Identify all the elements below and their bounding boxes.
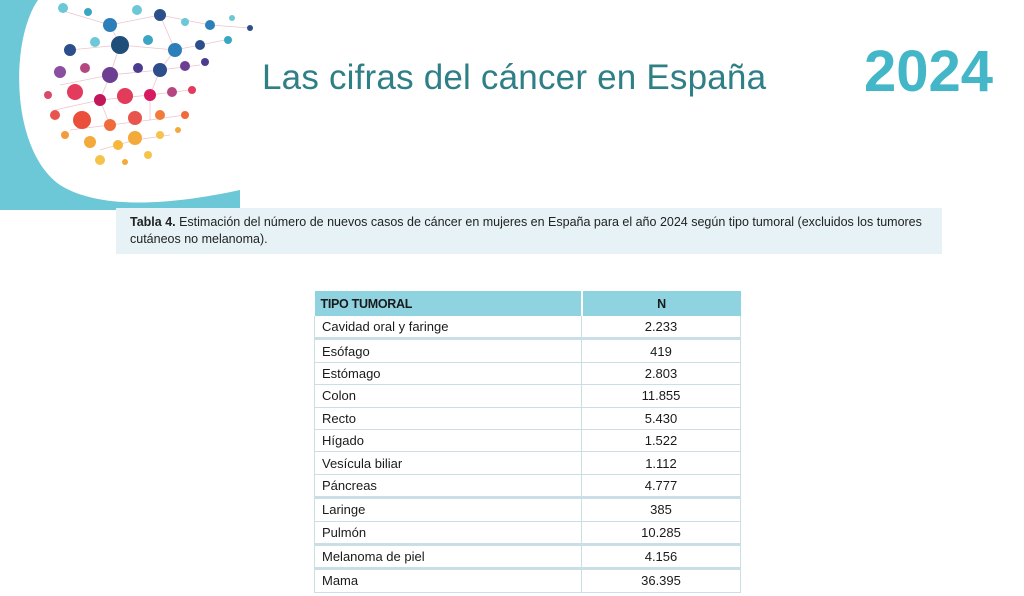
column-header-tipo: TIPO TUMORAL	[314, 291, 583, 316]
table-row: Esófago 419	[314, 338, 741, 363]
cell-n: 36.395	[581, 568, 741, 593]
page-title: Las cifras del cáncer en España	[262, 58, 767, 97]
cell-tipo: Recto	[314, 407, 582, 430]
cell-n: 1.112	[581, 451, 741, 475]
cell-tipo: Cavidad oral y faringe	[314, 316, 582, 341]
cell-n: 2.803	[581, 362, 741, 386]
cell-n: 385	[581, 497, 741, 522]
table-row: Páncreas 4.777	[314, 474, 741, 500]
cell-n: 419	[581, 338, 741, 363]
table-row: Cavidad oral y faringe 2.233	[314, 316, 741, 341]
network-dots-logo	[0, 0, 253, 210]
cell-tipo: Laringe	[314, 497, 582, 522]
cell-tipo: Colon	[314, 384, 582, 408]
caption-text: Estimación del número de nuevos casos de…	[130, 215, 922, 246]
table-row: Recto 5.430	[314, 407, 741, 430]
table-row: Laringe 385	[314, 497, 741, 522]
cell-n: 11.855	[581, 384, 741, 408]
table-row: Vesícula biliar 1.112	[314, 451, 741, 475]
cell-n: 2.233	[581, 316, 741, 341]
cell-n: 4.777	[581, 474, 741, 500]
cell-tipo: Melanoma de piel	[314, 544, 582, 571]
column-header-n: N	[581, 291, 741, 316]
cell-tipo: Vesícula biliar	[314, 451, 582, 475]
cell-tipo: Hígado	[314, 429, 582, 453]
table-row: Pulmón 10.285	[314, 521, 741, 546]
table-caption: Tabla 4. Estimación del número de nuevos…	[116, 208, 942, 254]
cell-tipo: Estómago	[314, 362, 582, 386]
table-row: Hígado 1.522	[314, 429, 741, 453]
cell-tipo: Mama	[314, 568, 582, 593]
cell-tipo: Pulmón	[314, 521, 582, 546]
table-header-row: TIPO TUMORAL N	[314, 291, 741, 316]
table-row: Melanoma de piel 4.156	[314, 544, 741, 571]
caption-label: Tabla 4.	[130, 215, 176, 229]
cell-n: 5.430	[581, 407, 741, 430]
table-row: Colon 11.855	[314, 384, 741, 408]
cell-tipo: Páncreas	[314, 474, 582, 500]
tumor-cases-table: TIPO TUMORAL N Cavidad oral y faringe 2.2…	[314, 291, 741, 593]
table-row: Mama 36.395	[314, 568, 741, 593]
page-year: 2024	[864, 39, 994, 104]
cell-n: 4.156	[581, 544, 741, 571]
cell-tipo: Esófago	[314, 338, 582, 363]
table-row: Estómago 2.803	[314, 362, 741, 386]
cell-n: 1.522	[581, 429, 741, 453]
cell-n: 10.285	[581, 521, 741, 546]
